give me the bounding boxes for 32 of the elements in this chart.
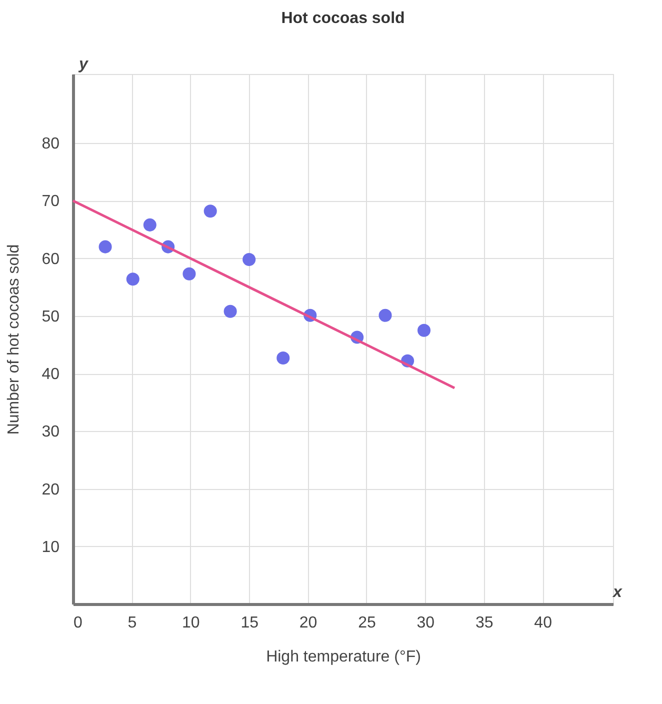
x-tick-label: 10 bbox=[182, 614, 200, 632]
x-tick-label: 20 bbox=[299, 614, 318, 632]
x-tick-label: 0 bbox=[74, 614, 82, 632]
text: y bbox=[78, 56, 89, 73]
x-tick-label: 15 bbox=[240, 614, 259, 632]
point bbox=[378, 308, 392, 322]
point bbox=[224, 304, 237, 318]
point bbox=[182, 267, 196, 280]
x-axis-title: High temperature (°F) bbox=[266, 648, 421, 666]
y-tick-label: 50 bbox=[42, 308, 60, 326]
x-tick-label: 30 bbox=[416, 614, 435, 632]
y-tick-label: 30 bbox=[42, 424, 60, 441]
point bbox=[276, 352, 290, 365]
y-tick-label: 70 bbox=[42, 193, 60, 210]
annotation: x bbox=[612, 584, 623, 601]
chart-title: Hot cocoas sold bbox=[281, 10, 405, 27]
point bbox=[417, 324, 431, 337]
x-tick-label: 35 bbox=[475, 614, 494, 632]
x-tick-label: 5 bbox=[128, 614, 137, 632]
y-axis-title: Number of hot cocoas sold bbox=[6, 244, 23, 435]
x-tick-label: 25 bbox=[358, 614, 376, 632]
point bbox=[126, 272, 140, 286]
point bbox=[143, 218, 156, 232]
y-tick-label: 60 bbox=[42, 250, 60, 268]
y-tick-label: 20 bbox=[42, 481, 60, 498]
x-tick-label: 40 bbox=[534, 614, 552, 632]
y-tick-label: 80 bbox=[42, 136, 60, 153]
y-tick-label: 10 bbox=[42, 538, 60, 556]
point bbox=[242, 252, 256, 266]
point bbox=[98, 240, 112, 254]
point bbox=[204, 204, 217, 218]
y-tick-label: 40 bbox=[42, 366, 60, 384]
